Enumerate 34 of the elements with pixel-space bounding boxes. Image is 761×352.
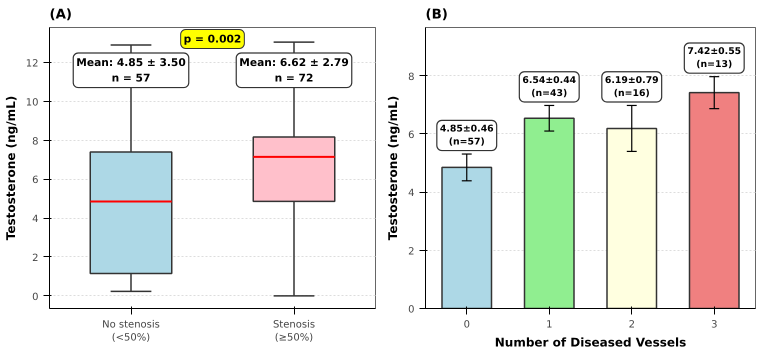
y-tick-label: 8 <box>408 72 415 83</box>
x-axis-title: Number of Diseased Vessels <box>494 336 686 350</box>
y-tick-label: 8 <box>32 136 39 148</box>
data-label: 6.54±0.44 (n=43) <box>522 74 577 99</box>
data-label: 4.85±0.46 (n=57) <box>440 123 494 148</box>
y-axis-title: Testosterone (ng/mL) <box>386 96 400 240</box>
annotation: Mean: 6.62 ± 2.79 n = 72 <box>239 56 349 85</box>
x-tick-label: 3 <box>711 320 718 330</box>
bar <box>688 92 740 308</box>
x-tick-label: 1 <box>546 320 552 330</box>
annotation: p = 0.002 <box>184 32 242 46</box>
x-tick-label: No stenosis (<50%) <box>102 320 160 344</box>
annotation: Mean: 4.85 ± 3.50 n = 57 <box>76 56 186 85</box>
x-tick-label: 2 <box>628 320 635 330</box>
y-tick-label: 2 <box>408 246 415 258</box>
y-tick-label: 12 <box>26 58 39 70</box>
y-tick-label: 6 <box>408 130 415 141</box>
bar <box>606 128 658 308</box>
data-label: 7.42±0.55 (n=13) <box>687 46 742 70</box>
bar <box>441 166 492 308</box>
y-tick-label: 4 <box>408 188 415 200</box>
bar <box>524 118 575 308</box>
y-tick-label: 0 <box>408 304 415 316</box>
chart-title: (A) <box>50 8 72 22</box>
y-tick-label: 0 <box>32 292 39 303</box>
y-axis-title: Testosterone (ng/mL) <box>4 96 18 240</box>
data-label: 6.19±0.79 (n=16) <box>604 74 659 99</box>
y-tick-label: 4 <box>32 214 39 226</box>
x-tick-label: Stenosis (≥50%) <box>272 320 316 344</box>
y-tick-label: 6 <box>32 175 39 186</box>
chart-title: (B) <box>426 8 448 22</box>
x-tick-label: 0 <box>464 320 470 330</box>
y-tick-label: 10 <box>26 97 39 108</box>
y-tick-label: 2 <box>32 252 39 264</box>
